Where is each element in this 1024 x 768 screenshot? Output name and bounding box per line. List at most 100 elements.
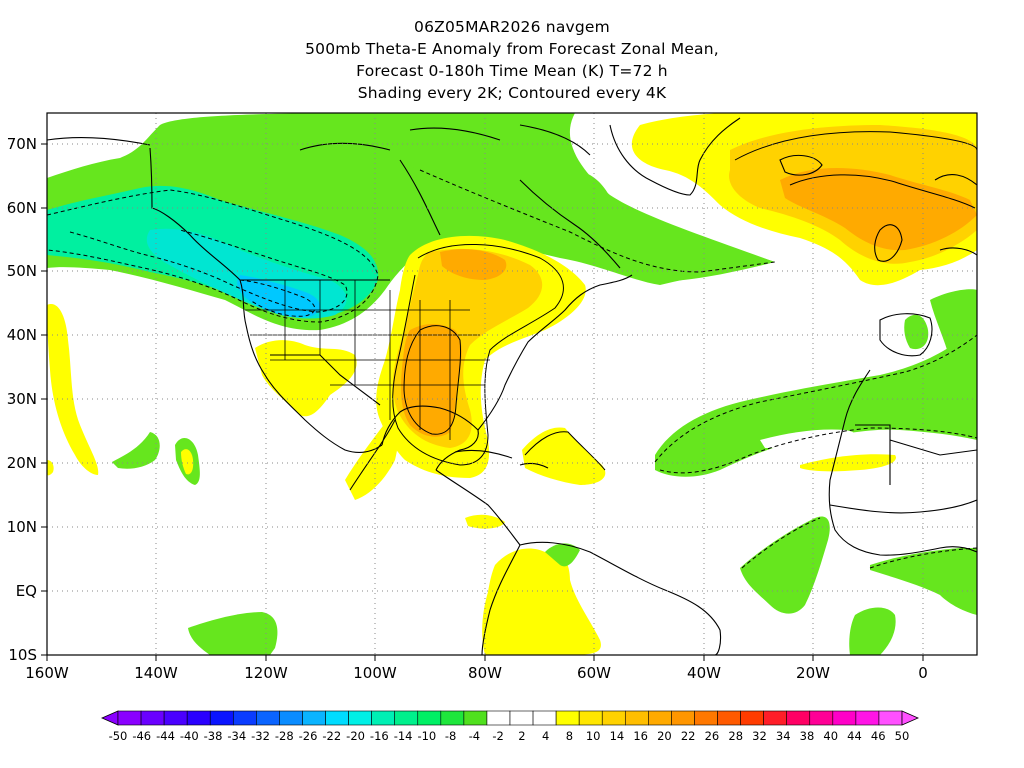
colorbar-label: 40 [823, 729, 838, 743]
colorbar-label: -14 [394, 729, 413, 743]
shade-north-atlantic-orange [780, 168, 977, 251]
colorbar: -50 -46 -44 -40 -38 -34 -32 -28 -26 -22 -20 -16 -14-… [101, 710, 919, 743]
colorbar-label: 16 [633, 729, 648, 743]
border-us-states-grid [245, 280, 490, 440]
colorbar-swatch [163, 710, 188, 726]
colorbar-label: -44 [156, 729, 175, 743]
border-sahara-1 [855, 424, 977, 485]
colorbar-label: -8 [445, 729, 456, 743]
colorbar-label: -26 [299, 729, 318, 743]
colorbar-swatch [325, 710, 349, 726]
lat-label: 20N [7, 454, 37, 472]
lat-label: 50N [7, 262, 37, 280]
colorbar-min-arrow [101, 710, 119, 726]
contour-neg-4-atlantic [654, 334, 977, 463]
colorbar-label: -22 [322, 729, 341, 743]
colorbar-label: -10 [417, 729, 436, 743]
contour-neg-8-pacific [69, 229, 348, 313]
lat-label: EQ [16, 582, 37, 600]
colorbar-label: 4 [542, 729, 549, 743]
colorbar-label: -20 [346, 729, 365, 743]
colorbar-swatch [140, 710, 165, 726]
colorbar-label: -46 [132, 729, 151, 743]
coast-iceland [779, 154, 823, 176]
colorbar-label: 10 [586, 729, 601, 743]
colorbar-swatch [717, 710, 741, 726]
border-sahara-2 [829, 499, 977, 514]
plot-frame [46, 112, 978, 656]
border-us-mexico [270, 354, 381, 406]
colorbar-swatch [532, 710, 557, 726]
axis-ticks [41, 143, 924, 661]
coast-us-east [477, 274, 633, 431]
shade-west-africa-green [740, 516, 830, 614]
colorbar-swatch [694, 710, 718, 726]
colorbar-max-arrow [901, 710, 919, 726]
shade-pacific-green-blob-1 [112, 432, 160, 469]
colorbar-swatch [394, 710, 419, 726]
colorbar-label: 20 [657, 729, 672, 743]
colorbar-swatch [417, 710, 442, 726]
shade-iberia-green [904, 314, 929, 350]
colorbar-swatch [440, 710, 465, 726]
colorbar-label: 44 [847, 729, 862, 743]
contour-pos-4-north-atlantic [734, 131, 977, 161]
title-line-4: Shading every 2K; Contoured every 4K [357, 84, 667, 102]
colorbar-label: 22 [681, 729, 696, 743]
shade-pacific-yellow-blob [181, 449, 194, 475]
title-line-3: Forecast 0-180h Time Mean (K) T=72 h [356, 62, 668, 80]
shade-mexico-yellow [255, 340, 357, 417]
colorbar-swatch [832, 710, 857, 726]
shade-guinea-green [870, 548, 977, 615]
shade-canada-green-arm [400, 113, 775, 282]
lon-label: 20W [796, 664, 830, 682]
shade-south-america-yellow [482, 548, 601, 655]
colorbar-swatch [117, 710, 142, 726]
shade-caribbean-yellow [522, 427, 606, 485]
shade-pacific-yellow-strip [47, 304, 99, 475]
lat-label: 40N [7, 326, 37, 344]
shade-western-us-blue [237, 275, 321, 318]
shade-south-america-green [545, 543, 580, 567]
colorbar-label: 46 [871, 729, 886, 743]
shade-eastern-us-orange [400, 324, 462, 437]
colorbar-swatch [740, 710, 764, 726]
lat-label: 10S [8, 646, 37, 664]
title-line-2: 500mb Theta-E Anomaly from Forecast Zona… [305, 40, 719, 58]
contour-neg-4-atlantic-lower [659, 427, 977, 474]
colorbar-swatch [232, 710, 257, 726]
lat-label: 30N [7, 390, 37, 408]
contour-neg-4-west-africa [741, 517, 821, 569]
colorbar-swatch [624, 710, 649, 726]
coast-scandinavia [934, 174, 977, 256]
map-title: 06Z05MAR2026 navgem 500mb Theta-E Anomal… [0, 16, 1024, 104]
contour-pos-4-gulf-diagonal [349, 419, 396, 491]
colorbar-label: 32 [752, 729, 767, 743]
colorbar-swatch [256, 710, 280, 726]
lat-label: 10N [7, 518, 37, 536]
colorbar-swatch [279, 710, 303, 726]
coast-british-isles [874, 224, 903, 262]
contour-pos-8-north-atlantic [789, 174, 976, 209]
shading-layer [47, 113, 977, 655]
title-line-1: 06Z05MAR2026 navgem [414, 18, 610, 36]
colorbar-label: -4 [469, 729, 480, 743]
colorbar-label: -28 [275, 729, 294, 743]
lon-label: 140W [134, 664, 178, 682]
lon-label: 80W [468, 664, 502, 682]
colorbar-swatch [786, 710, 811, 726]
lat-label: 70N [7, 135, 37, 153]
coast-hispaniola [519, 463, 549, 469]
colorbar-label: 50 [895, 729, 910, 743]
colorbar-swatch [486, 710, 511, 726]
colorbar-label: 26 [705, 729, 720, 743]
contour-pos-4-caribbean [524, 431, 606, 471]
colorbar-label: -50 [109, 729, 128, 743]
colorbar-label: -38 [204, 729, 223, 743]
colorbar-label: -34 [227, 729, 246, 743]
contour-neg-12-west-us [239, 279, 316, 317]
lon-label: 40W [687, 664, 721, 682]
colorbar-swatch [302, 710, 326, 726]
colorbar-label: 2 [518, 729, 525, 743]
colorbar-swatch [601, 710, 626, 726]
